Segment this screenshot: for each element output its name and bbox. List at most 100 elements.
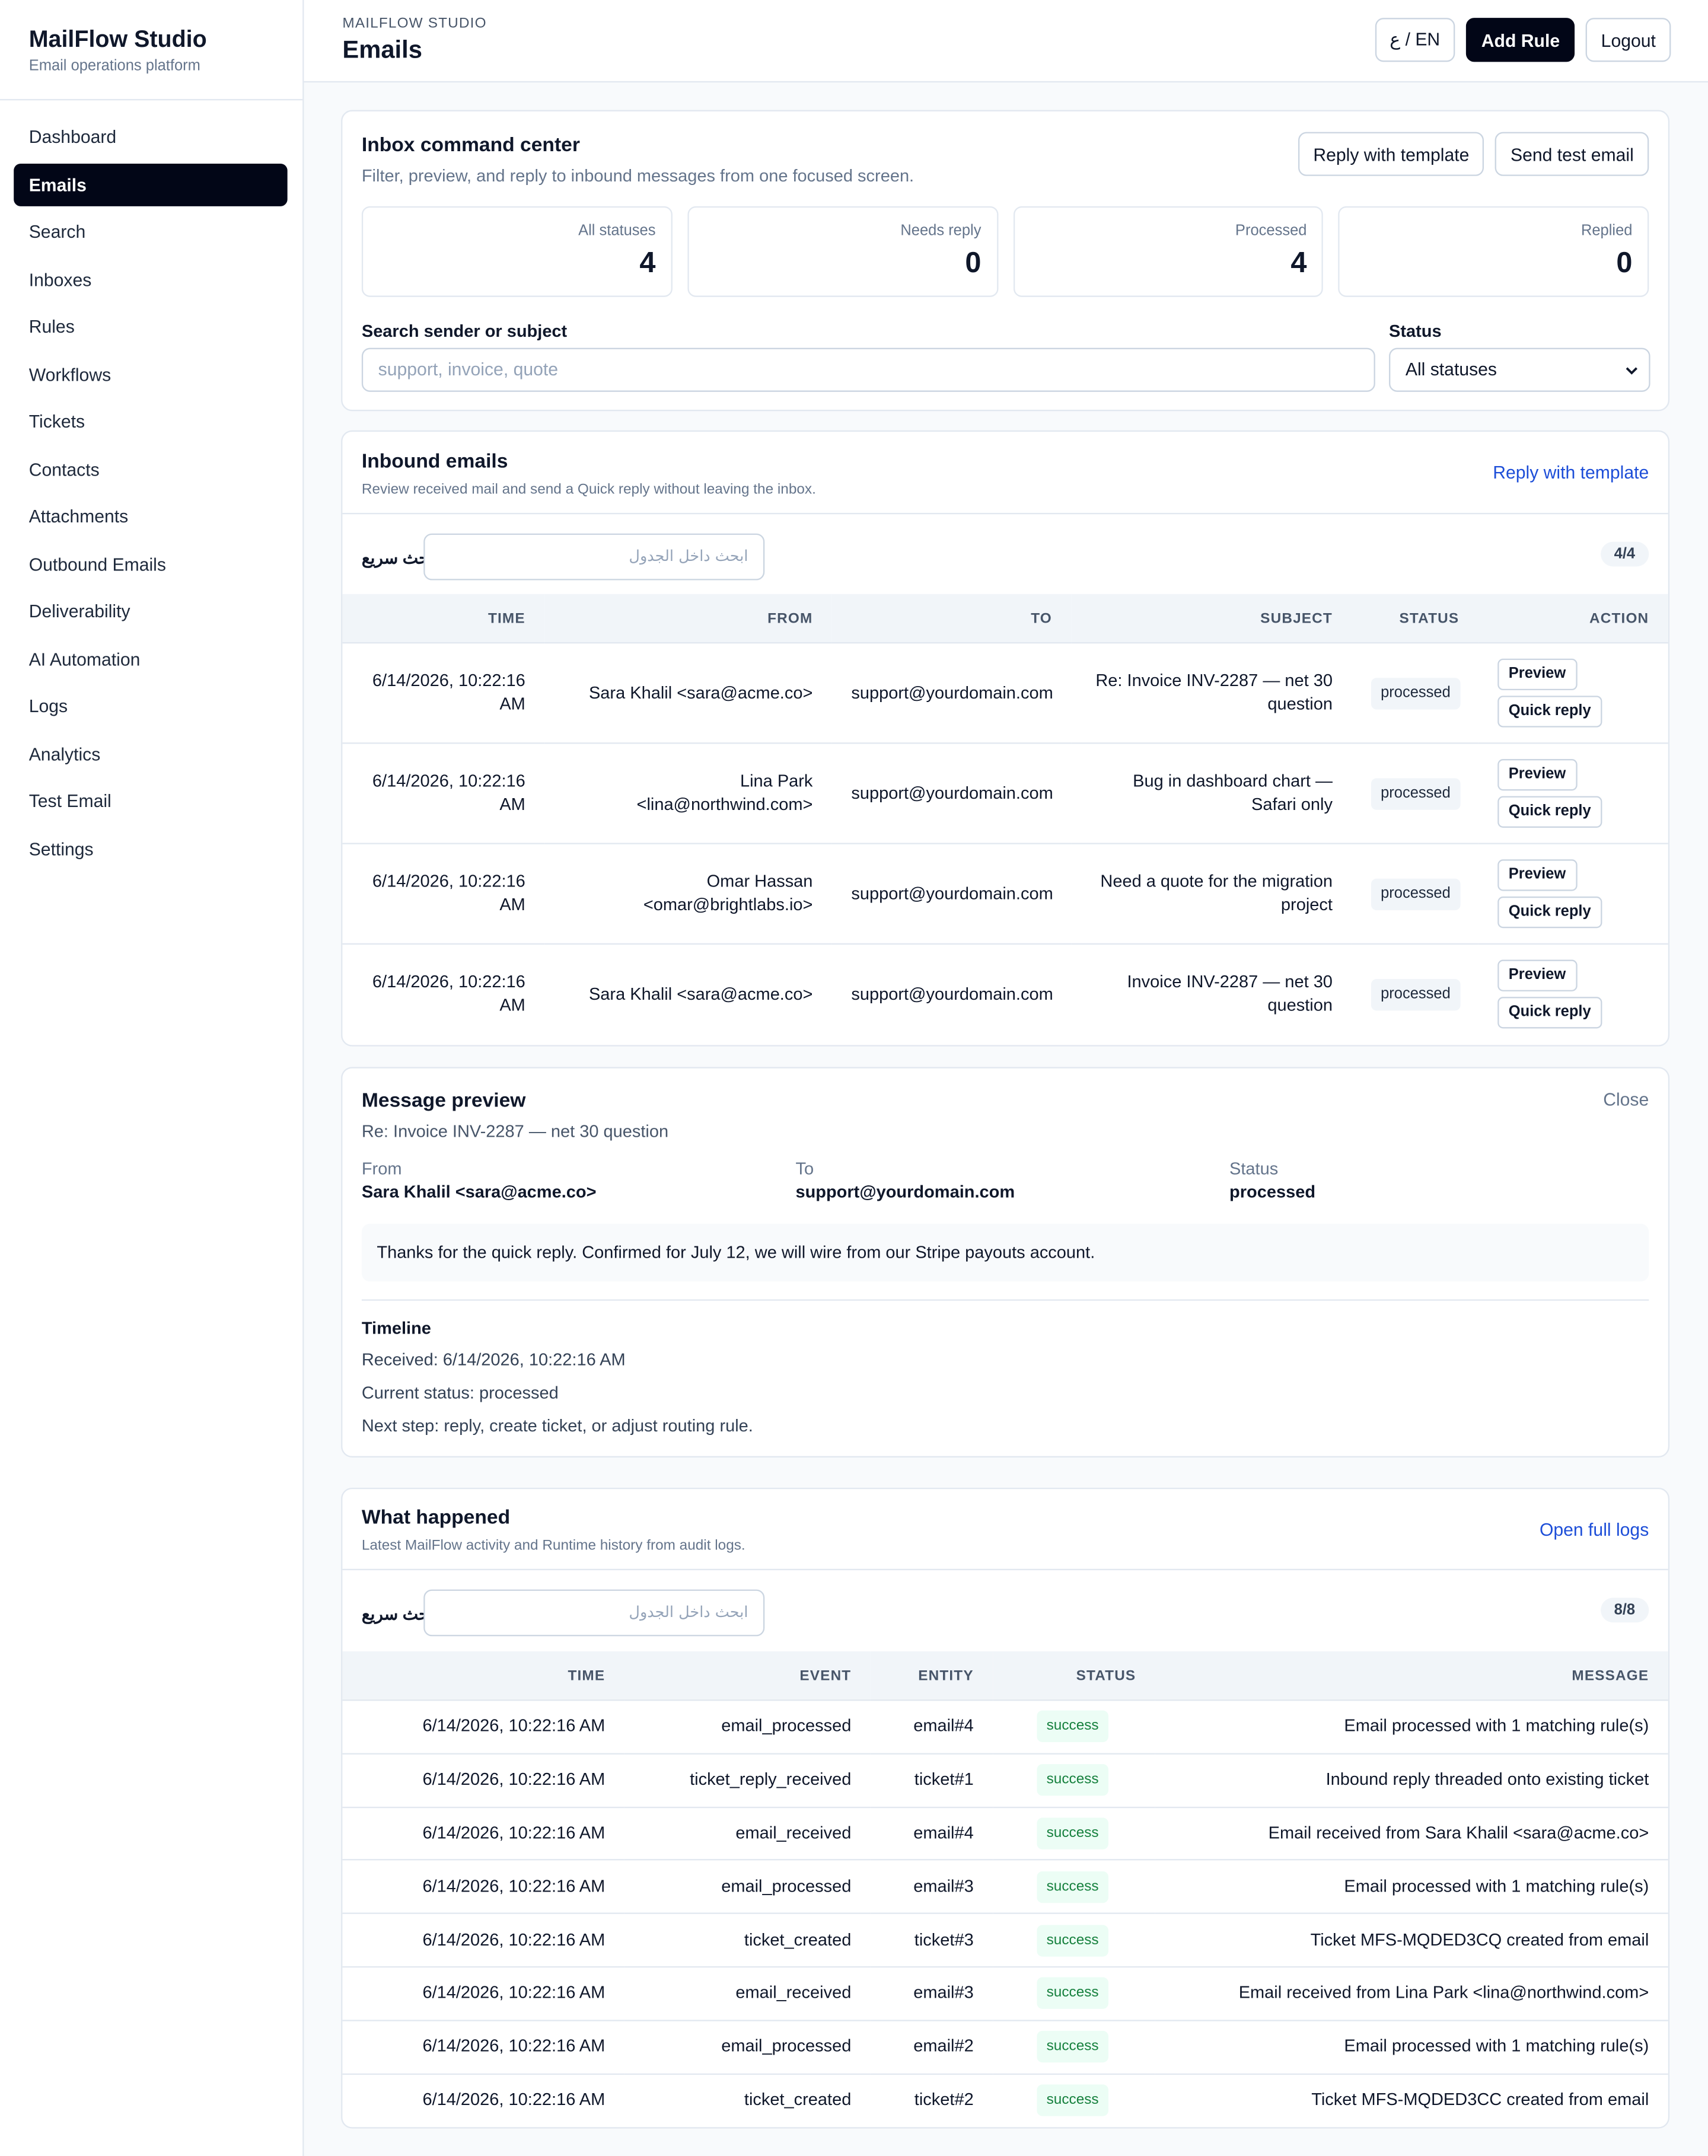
stat-card: All statuses 4 [361, 206, 673, 297]
timeline-item: Current status: processed [361, 1383, 559, 1403]
quick-reply-button[interactable]: Quick reply [1497, 896, 1602, 929]
row-count: 8/8 [1600, 1597, 1649, 1623]
cell: ticket#1 [870, 1753, 993, 1807]
header-row: TIME FROM TO SUBJECT STATUS ACTION [342, 594, 1668, 643]
test-email-button[interactable]: Send test email [1495, 132, 1649, 176]
field-value: processed [1229, 1182, 1316, 1202]
status-label: Status [1389, 321, 1442, 342]
nav-item[interactable]: Inboxes [28, 269, 92, 290]
table-row: 6/14/2026, 10:22:16 AM ticket_reply_recei… [342, 1753, 1668, 1807]
cell: email_received [624, 1806, 871, 1861]
stat-value: 4 [639, 247, 656, 279]
action-cell: Preview Quick reply [1478, 943, 1668, 1044]
preview-button[interactable]: Preview [1497, 959, 1577, 991]
status-badge: success [1037, 1764, 1108, 1796]
nav-item[interactable]: Dashboard [28, 126, 117, 148]
cell: 6/14/2026, 10:22:16 AM [342, 843, 545, 944]
nav-item[interactable]: Emails [14, 162, 288, 206]
nav-item[interactable]: Search [28, 221, 86, 243]
column-header: ACTION [1478, 594, 1668, 643]
nav-item[interactable]: Attachments [28, 506, 129, 527]
table-row: 6/14/2026, 10:22:16 AM email_received emai… [342, 1806, 1668, 1861]
stat-value: 0 [1616, 247, 1633, 279]
lang-button[interactable]: ع / EN [1374, 18, 1455, 62]
quick-reply-button[interactable]: Quick reply [1497, 997, 1602, 1029]
cell: Email received from Lina Park <lina@nort… [1155, 1966, 1668, 2021]
template-link[interactable]: Reply with template [1493, 462, 1649, 483]
cell: processed [1352, 742, 1478, 844]
table-head: TIME FROM TO SUBJECT STATUS ACTION [342, 594, 1668, 643]
nav-item[interactable]: Rules [28, 316, 75, 337]
column-header: STATUS [1352, 594, 1478, 643]
table-body: 6/14/2026, 10:22:16 AM email_processed ema… [342, 1699, 1668, 2126]
cell: ticket_created [624, 2072, 871, 2126]
nav-item[interactable]: Contacts [28, 458, 100, 480]
quick-search-label: بحث سريع [361, 1605, 434, 1624]
header-row: TIME EVENT ENTITY STATUS MESSAGE [342, 1651, 1668, 1701]
nav-item[interactable]: Logs [28, 696, 68, 717]
cell: support@yourdomain.com [831, 642, 1072, 744]
quick-reply-button[interactable]: Quick reply [1497, 696, 1602, 728]
status-badge: success [1037, 1978, 1108, 2010]
inbound-card: Inbound emails Review received mail and … [341, 430, 1670, 1047]
nav-item[interactable]: AI Automation [28, 648, 141, 669]
status-badge: success [1037, 2084, 1108, 2116]
cell: Need a quote for the migration project [1071, 843, 1352, 944]
stat-label: Processed [1235, 222, 1307, 240]
eyebrow: MAILFLOW STUDIO [342, 15, 487, 32]
preview-button[interactable]: Preview [1497, 759, 1577, 791]
quick-reply-button[interactable]: Quick reply [1497, 796, 1602, 828]
status-badge: success [1037, 1817, 1108, 1849]
nav-item[interactable]: Outbound Emails [28, 553, 166, 575]
status-select[interactable]: All statuses [1389, 347, 1650, 392]
table-row: 6/14/2026, 10:22:16 AM email_processed ema… [342, 1859, 1668, 1914]
preview-button[interactable]: Preview [1497, 658, 1577, 691]
logs-link[interactable]: Open full logs [1539, 1519, 1649, 1541]
cell: Email processed with 1 matching rule(s) [1155, 2019, 1668, 2074]
nav-item[interactable]: Tickets [28, 411, 85, 432]
field-label: Status [1229, 1159, 1279, 1179]
cell: email#2 [870, 2019, 993, 2074]
cell: Lina Park <lina@northwind.com> [544, 742, 832, 844]
action-cell: Preview Quick reply [1478, 742, 1668, 844]
template-button[interactable]: Reply with template [1298, 132, 1484, 176]
cell: 6/14/2026, 10:22:16 AM [342, 1753, 624, 1807]
column-header: TIME [342, 1651, 624, 1701]
cell: success [993, 1912, 1155, 1967]
add-rule-button[interactable]: Add Rule [1466, 18, 1575, 62]
quick-search-label: بحث سريع [361, 548, 434, 568]
cell: 6/14/2026, 10:22:16 AM [342, 2019, 624, 2074]
nav-item[interactable]: Test Email [28, 790, 111, 812]
quick-search-input[interactable]: ابحث داخل الجدول [423, 533, 765, 581]
card-title: What happened [361, 1507, 511, 1529]
timeline-item: Received: 6/14/2026, 10:22:16 AM [361, 1350, 626, 1370]
cell: 6/14/2026, 10:22:16 AM [342, 1806, 624, 1861]
preview-button[interactable]: Preview [1497, 859, 1577, 891]
cell: 6/14/2026, 10:22:16 AM [342, 642, 545, 744]
close-button[interactable]: Close [1603, 1089, 1649, 1110]
nav-item[interactable]: Settings [28, 838, 94, 859]
cell: success [993, 1699, 1155, 1754]
header-actions: ع / EN Add Rule Logout [1374, 18, 1671, 62]
field-label: To [795, 1159, 814, 1179]
stat-value: 0 [965, 247, 982, 279]
column-header: MESSAGE [1155, 1651, 1668, 1701]
table-row: 6/14/2026, 10:22:16 AM Lina Park <lina@no… [342, 742, 1668, 844]
stat-card: Replied 0 [1338, 206, 1649, 297]
column-header: TO [831, 594, 1072, 643]
message-body: Thanks for the quick reply. Confirmed fo… [361, 1223, 1649, 1282]
nav-item[interactable]: Analytics [28, 743, 101, 764]
search-input[interactable]: support, invoice, quote [361, 347, 1375, 392]
cell: 6/14/2026, 10:22:16 AM [342, 2072, 624, 2126]
cell: email#3 [870, 1859, 993, 1914]
stat-label: Needs reply [900, 222, 982, 240]
cell: Invoice INV-2287 — net 30 question [1071, 943, 1352, 1044]
nav-item[interactable]: Deliverability [28, 601, 130, 622]
field-label: From [361, 1159, 402, 1179]
quick-search-input[interactable]: ابحث داخل الجدول [423, 1589, 765, 1637]
stat-card: Processed 4 [1012, 206, 1324, 297]
cell: 6/14/2026, 10:22:16 AM [342, 742, 545, 844]
logout-button[interactable]: Logout [1586, 18, 1671, 62]
nav-item[interactable]: Workflows [28, 363, 111, 385]
cell: success [993, 1753, 1155, 1807]
